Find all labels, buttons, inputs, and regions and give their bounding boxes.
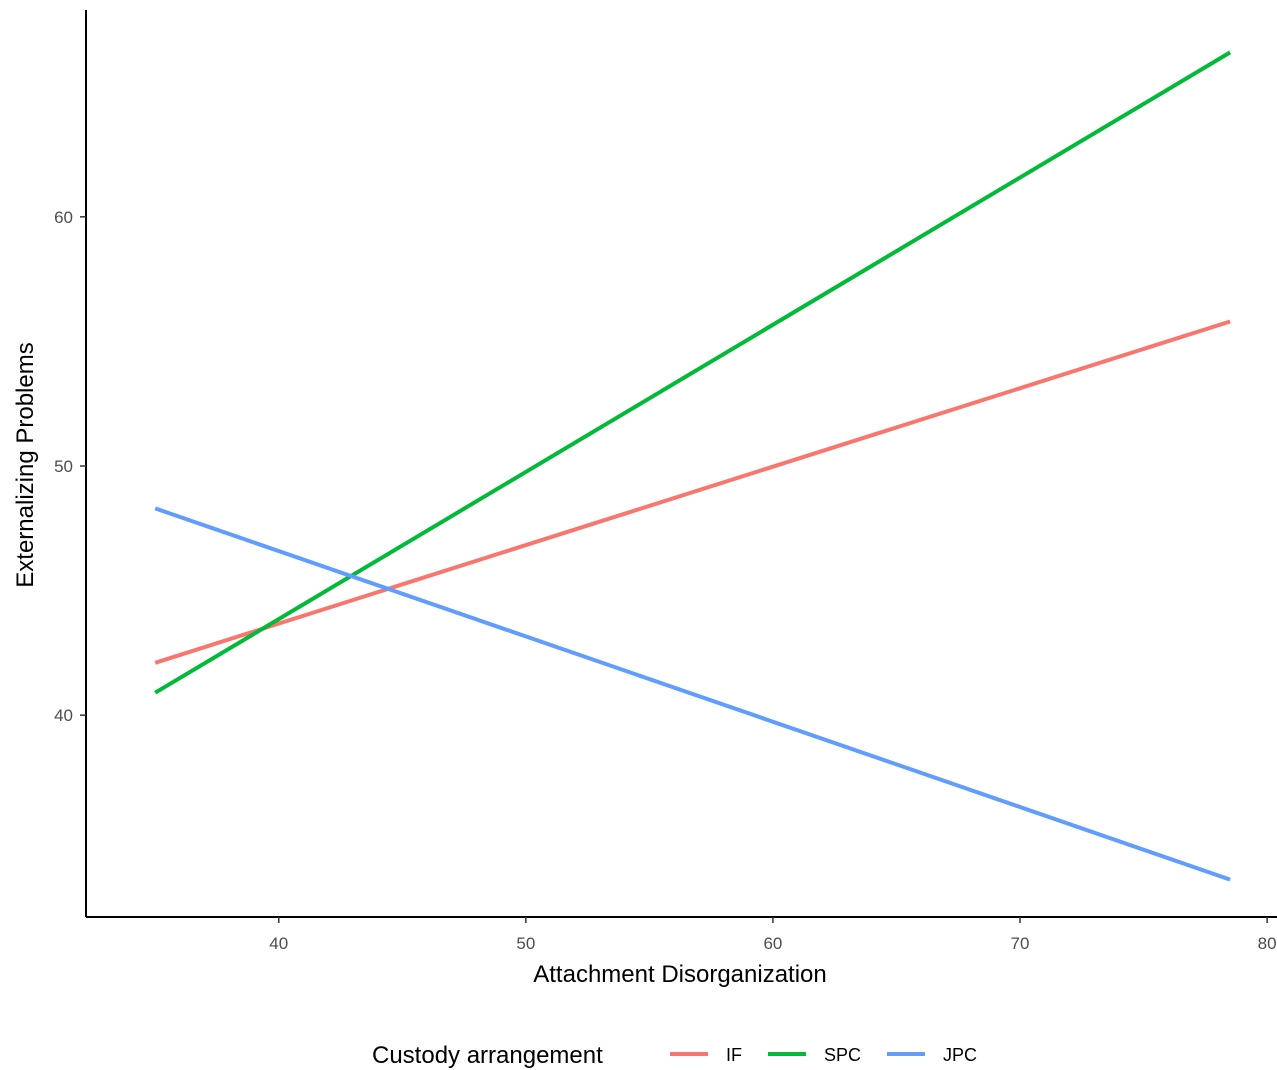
y-axis-ticks: 40 50 60 — [54, 208, 86, 725]
series-line-if — [154, 319, 1231, 665]
x-tick-label: 80 — [1258, 934, 1277, 953]
series-line-spc — [154, 50, 1232, 695]
legend-label-spc: SPC — [824, 1045, 861, 1065]
legend-item-spc: SPC — [768, 1045, 861, 1065]
series-layer — [154, 50, 1232, 882]
y-axis-title: Externalizing Problems — [12, 342, 39, 587]
x-axis-title: Attachment Disorganization — [533, 961, 826, 988]
x-tick-label: 70 — [1011, 934, 1030, 953]
y-tick-label: 60 — [54, 208, 73, 227]
y-tick-label: 40 — [54, 706, 73, 725]
legend-label-jpc: JPC — [943, 1045, 977, 1065]
series-line-jpc — [154, 506, 1231, 882]
x-axis-ticks: 40 50 60 70 80 — [269, 917, 1277, 953]
x-tick-label: 50 — [516, 934, 535, 953]
x-tick-label: 60 — [763, 934, 782, 953]
legend: Custody arrangement IF SPC JPC — [372, 1042, 977, 1069]
legend-item-jpc: JPC — [887, 1045, 977, 1065]
legend-items: IF SPC JPC — [670, 1045, 977, 1065]
x-tick-label: 40 — [269, 934, 288, 953]
legend-title: Custody arrangement — [372, 1042, 603, 1069]
legend-label-if: IF — [726, 1045, 742, 1065]
y-tick-label: 50 — [54, 457, 73, 476]
plot-area: 40 50 60 70 80 40 50 60 — [54, 10, 1277, 953]
legend-item-if: IF — [670, 1045, 742, 1065]
